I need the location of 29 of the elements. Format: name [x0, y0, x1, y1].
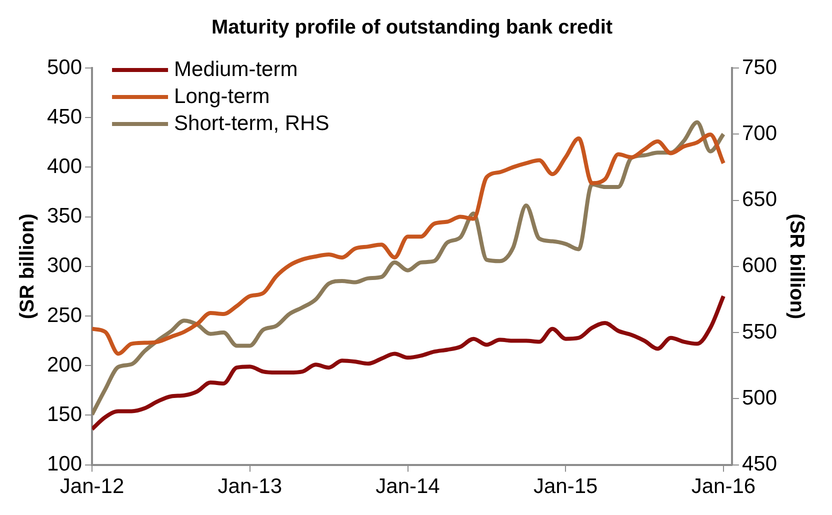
line-series: [92, 294, 726, 432]
y2-axis-title: (SR billion): [785, 214, 808, 320]
y2-tick-label: 650: [742, 188, 778, 212]
legend-label: Medium-term: [174, 58, 298, 81]
y2-tick-label: 550: [742, 320, 778, 344]
y-tick-label: 100: [46, 452, 82, 476]
y-tick-label: 400: [46, 154, 82, 178]
x-tick-label: Jan-13: [218, 475, 282, 498]
x-tick-label: Jan-14: [376, 475, 440, 498]
y-axis-title: (SR billion): [16, 214, 39, 320]
y-tick-label: 200: [46, 353, 82, 376]
y-tick-label: 300: [46, 254, 82, 278]
legend-label: Short-term, RHS: [174, 112, 330, 135]
y2-tick-label: 600: [742, 254, 778, 278]
line-series: [92, 132, 726, 356]
chart-title: Maturity profile of outstanding bank credit: [211, 16, 613, 39]
x-tick-label: Jan-16: [691, 475, 756, 498]
y-tick-label: 350: [46, 204, 82, 228]
y2-tick-label: 750: [742, 56, 778, 79]
x-tick-label: Jan-12: [60, 475, 124, 498]
y-tick-label: 250: [46, 304, 82, 327]
y2-tick-label: 700: [742, 122, 778, 145]
y-tick-label: 500: [46, 56, 82, 79]
x-tick-label: Jan-15: [534, 475, 598, 498]
y-tick-label: 150: [46, 402, 82, 426]
y-tick-label: 450: [46, 105, 82, 128]
legend-label: Long-term: [174, 84, 270, 108]
y2-tick-label: 500: [742, 386, 778, 410]
y2-tick-label: 450: [742, 452, 778, 476]
